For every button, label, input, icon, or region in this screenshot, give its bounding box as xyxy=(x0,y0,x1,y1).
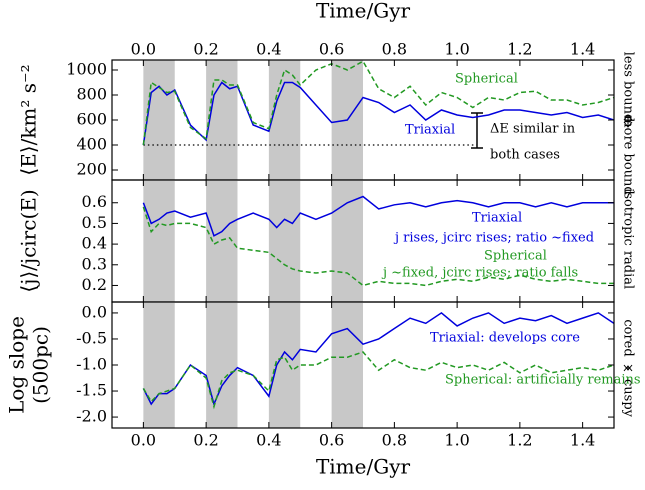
shaded-region xyxy=(268,180,301,302)
x-tick-label: 1.2 xyxy=(507,40,532,59)
x-tick-label: 0.4 xyxy=(256,40,281,59)
y-tick-label: 400 xyxy=(76,135,107,154)
y-tick-label: -1.5 xyxy=(76,381,107,400)
x-tick-label: 0.8 xyxy=(382,431,407,450)
x-tick-label: 0.6 xyxy=(319,431,344,450)
y-tick-label: -0.5 xyxy=(76,328,107,347)
annotation: j ~fixed, jcirc rises; ratio falls xyxy=(381,266,578,281)
series-line xyxy=(142,312,614,407)
y-axis-title: (500pc) xyxy=(29,326,53,404)
x-tick-label: 1.0 xyxy=(444,40,469,59)
x-tick-label: 0.6 xyxy=(319,40,344,59)
annotation: ΔE similar in xyxy=(490,122,576,137)
side-arrowhead xyxy=(623,364,633,372)
series-line xyxy=(142,81,614,146)
x-tick-label: 0.4 xyxy=(256,431,281,450)
shaded-region xyxy=(206,302,238,428)
y-axis-title: ⟨E⟩/km² s⁻² xyxy=(17,64,41,175)
annotation: j rises, jcirc rises; ratio ~fixed xyxy=(393,231,594,246)
side-label: cored xyxy=(621,319,636,356)
x-tick-label: 1.2 xyxy=(507,431,532,450)
x-tick-label: 0.2 xyxy=(193,40,218,59)
y-tick-label: 1000 xyxy=(66,60,107,79)
y-tick-label: 0.2 xyxy=(82,275,107,294)
x-tick-label: 0.2 xyxy=(193,431,218,450)
y-axis-title: ⟨j⟩/jcirc(E) xyxy=(17,189,41,292)
x-tick-label: 1.4 xyxy=(570,431,595,450)
x-tick-label: 0.0 xyxy=(131,40,156,59)
y-tick-label: 200 xyxy=(76,160,107,179)
shaded-region xyxy=(143,302,175,428)
y-tick-label: 0.0 xyxy=(82,302,107,321)
x-tick-label: 1.4 xyxy=(570,40,595,59)
x-axis-title: Time/Gyr xyxy=(316,0,411,23)
shaded-region xyxy=(268,60,301,180)
series-line xyxy=(142,195,614,237)
x-tick-label: 0.8 xyxy=(382,40,407,59)
y-axis-title: Log slope xyxy=(5,316,29,414)
x-axis-title: Time/Gyr xyxy=(316,455,411,479)
x-tick-label: 0.0 xyxy=(131,431,156,450)
y-tick-label: 0.4 xyxy=(82,234,107,253)
series-label: Spherical xyxy=(455,72,518,87)
side-arrowhead xyxy=(623,114,633,128)
x-tick-label: 1.0 xyxy=(444,431,469,450)
series-label: Triaxial xyxy=(405,123,455,138)
series-label: Triaxial xyxy=(472,211,522,226)
side-label: less bound xyxy=(621,52,636,123)
side-label: cuspy xyxy=(621,379,636,418)
series-label: Spherical xyxy=(484,249,547,264)
shaded-region xyxy=(143,60,175,180)
series-label: Triaxial: develops core xyxy=(430,331,580,346)
side-label: more bound xyxy=(621,115,636,194)
y-tick-label: 0.3 xyxy=(82,254,107,273)
series-line xyxy=(142,351,614,410)
shaded-region xyxy=(331,180,363,302)
side-label: radial xyxy=(621,251,636,289)
y-tick-label: 600 xyxy=(76,110,107,129)
y-tick-label: 800 xyxy=(76,85,107,104)
y-tick-label: -2.0 xyxy=(76,407,107,426)
side-label: isotropic xyxy=(621,188,636,246)
series-line xyxy=(142,206,614,287)
annotation: both cases xyxy=(490,148,560,163)
y-tick-label: 0.6 xyxy=(82,192,107,211)
y-tick-label: -1.0 xyxy=(76,355,107,374)
shaded-region xyxy=(206,180,238,302)
y-tick-label: 0.5 xyxy=(82,213,107,232)
series-label: Spherical: artificially remains cusped xyxy=(445,373,645,388)
shaded-region xyxy=(268,302,301,428)
shaded-region xyxy=(206,60,238,180)
shaded-region xyxy=(331,302,363,428)
shaded-region xyxy=(143,180,175,302)
